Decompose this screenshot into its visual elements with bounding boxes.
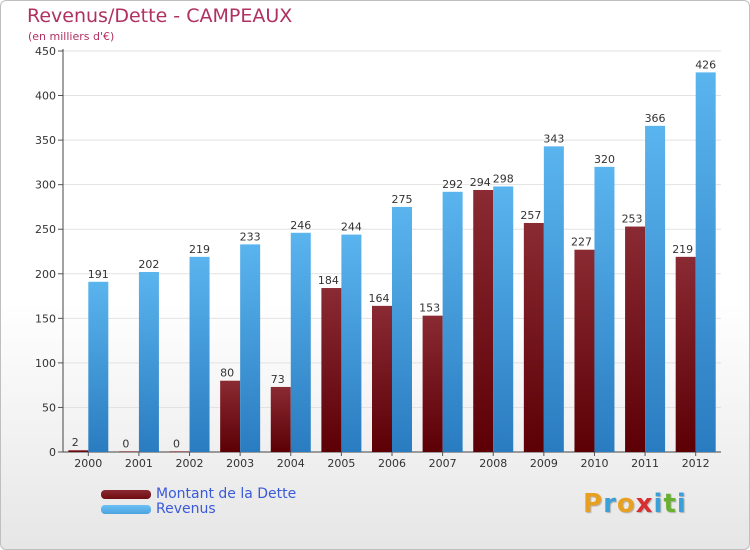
bar-dette-2008 [473,190,494,452]
x-tick-label: 2011 [631,457,659,470]
bar-revenus-2001 [138,271,159,452]
bar-revenus-2007 [442,191,463,452]
legend-label-dette: Montant de la Dette [156,486,297,502]
legend-swatch-revenus [101,505,151,514]
y-tick-label: 150 [35,312,56,325]
logo-letter: o [616,489,636,519]
bar-dette-2002 [169,451,190,452]
bar-dette-2010 [574,249,595,452]
x-tick-label: 2007 [429,457,457,470]
y-tick-label: 0 [49,446,56,459]
logo-letter: t [663,489,677,519]
bar-revenus-2004 [290,232,311,452]
bar-revenus-2005 [341,234,362,452]
bar-revenus-2003 [240,244,261,452]
bar-dette-2006 [372,305,392,452]
x-tick-label: 2009 [530,457,558,470]
x-tick-label: 2004 [277,457,305,470]
x-tick-label: 2001 [125,457,153,470]
data-label-dette-2001: 0 [122,437,129,450]
logo-letter: P [583,489,604,519]
bar-dette-2009 [523,222,544,452]
data-label-revenus-2005: 244 [341,221,362,234]
y-tick-label: 250 [35,223,56,236]
bar-dette-2003 [220,380,241,452]
data-label-dette-2010: 227 [571,236,592,249]
bar-revenus-2010 [594,166,615,452]
x-tick-label: 2006 [378,457,406,470]
chart-title: Revenus/Dette - CAMPEAUX [27,5,293,27]
y-tick-label: 100 [35,357,56,370]
bar-dette-2007 [422,315,443,452]
y-tick-label: 50 [42,401,56,414]
bar-revenus-2009 [543,146,564,453]
bar-revenus-2006 [392,206,412,452]
legend-label-revenus: Revenus [156,501,216,517]
data-label-revenus-2002: 219 [189,243,210,256]
data-label-dette-2011: 253 [622,213,643,226]
y-tick-label: 200 [35,268,56,281]
bar-revenus-2008 [493,186,514,452]
data-label-revenus-2004: 246 [290,219,311,232]
bar-dette-2012 [675,256,696,452]
data-label-dette-2005: 184 [318,274,339,287]
x-tick-label: 2000 [74,457,102,470]
y-tick-label: 400 [35,90,56,103]
x-tick-label: 2010 [580,457,608,470]
data-label-revenus-2012: 426 [695,58,716,71]
legend-swatch-dette [101,490,151,499]
x-tick-label: 2005 [327,457,355,470]
logo-letter: x [635,489,654,519]
data-label-revenus-2008: 298 [493,172,514,185]
bar-dette-2011 [625,226,646,452]
data-label-dette-2002: 0 [173,437,180,450]
data-label-dette-2000: 2 [72,436,79,449]
chart-subtitle: (en milliers d'€) [28,30,115,43]
y-tick-label: 450 [35,45,56,58]
data-label-dette-2012: 219 [672,243,693,256]
bar-revenus-2012 [695,72,716,453]
proxiti-logo: Proxiti [583,489,687,519]
logo-letter: i [653,489,664,519]
x-tick-label: 2008 [479,457,507,470]
x-tick-label: 2002 [176,457,204,470]
data-label-dette-2008: 294 [470,176,491,189]
bar-dette-2004 [270,386,291,452]
data-label-revenus-2001: 202 [138,258,159,271]
data-label-dette-2006: 164 [369,292,390,305]
x-tick-label: 2003 [226,457,254,470]
y-tick-label: 300 [35,179,56,192]
data-label-dette-2004: 73 [271,373,285,386]
y-tick-label: 350 [35,134,56,147]
bar-revenus-2000 [88,281,109,452]
data-label-dette-2003: 80 [220,367,234,380]
data-label-revenus-2009: 343 [543,132,564,145]
data-label-revenus-2000: 191 [88,268,109,281]
data-label-revenus-2011: 366 [645,112,666,125]
bar-revenus-2011 [645,125,666,452]
logo-letter: r [603,489,617,519]
bar-dette-2001 [118,451,139,452]
logo-letter: i [676,489,687,519]
data-label-dette-2007: 153 [419,302,440,315]
x-tick-label: 2012 [682,457,710,470]
data-label-revenus-2010: 320 [594,153,615,166]
bar-dette-2005 [321,288,342,452]
data-label-revenus-2007: 292 [442,178,463,191]
bar-revenus-2002 [189,256,210,452]
data-label-revenus-2006: 275 [392,193,413,206]
data-label-dette-2009: 257 [520,209,541,222]
bar-dette-2000 [68,450,89,452]
data-label-revenus-2003: 233 [240,230,261,243]
